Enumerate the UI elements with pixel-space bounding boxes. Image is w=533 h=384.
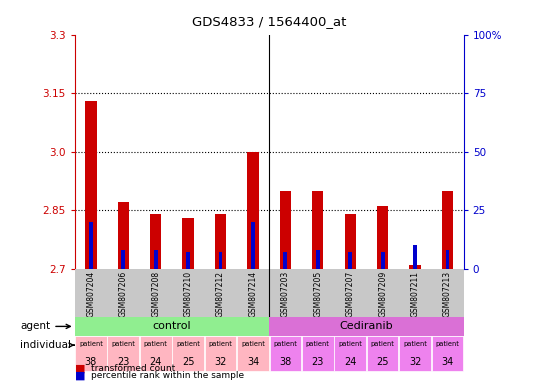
Text: GSM807208: GSM807208 [151, 271, 160, 317]
Text: 38: 38 [85, 357, 97, 367]
Text: patient: patient [435, 341, 459, 347]
Text: patient: patient [306, 341, 330, 347]
Bar [409, 265, 421, 269]
Text: 25: 25 [376, 357, 389, 367]
Text: 24: 24 [149, 357, 162, 367]
Text: agent: agent [20, 321, 70, 331]
Bar [312, 191, 324, 269]
Text: 34: 34 [441, 357, 454, 367]
Bar [446, 250, 449, 269]
Text: GSM807212: GSM807212 [216, 271, 225, 317]
Text: GSM807205: GSM807205 [313, 271, 322, 318]
Bar [399, 336, 431, 371]
Bar [172, 336, 204, 371]
Text: ■: ■ [75, 364, 85, 374]
Text: GSM807214: GSM807214 [248, 271, 257, 317]
Bar [284, 252, 287, 269]
Bar [186, 252, 190, 269]
Bar [182, 218, 194, 269]
Text: GSM807213: GSM807213 [443, 271, 452, 317]
Bar [85, 101, 96, 269]
Text: 24: 24 [344, 357, 357, 367]
Text: patient: patient [241, 341, 265, 347]
Bar [215, 214, 226, 269]
Bar [205, 336, 236, 371]
Bar [334, 336, 366, 371]
Text: ■: ■ [75, 371, 85, 381]
Bar [75, 317, 269, 336]
Text: GSM807206: GSM807206 [119, 271, 128, 318]
Text: GDS4833 / 1564400_at: GDS4833 / 1564400_at [192, 15, 346, 28]
Bar [377, 206, 389, 269]
Text: Cediranib: Cediranib [340, 321, 393, 331]
Bar [75, 336, 107, 371]
Bar [367, 336, 399, 371]
Bar [154, 250, 158, 269]
Text: patient: patient [403, 341, 427, 347]
Bar [316, 250, 320, 269]
Bar [432, 336, 463, 371]
Bar [122, 250, 125, 269]
Text: GSM807207: GSM807207 [346, 271, 355, 318]
Bar [247, 152, 259, 269]
Text: 25: 25 [182, 357, 195, 367]
Text: percentile rank within the sample: percentile rank within the sample [91, 371, 244, 380]
Bar [302, 336, 334, 371]
Bar [344, 214, 356, 269]
Text: 23: 23 [117, 357, 130, 367]
Text: GSM807210: GSM807210 [183, 271, 192, 317]
Text: patient: patient [111, 341, 135, 347]
Text: patient: patient [144, 341, 167, 347]
Text: patient: patient [371, 341, 394, 347]
Text: patient: patient [208, 341, 232, 347]
Bar [150, 214, 161, 269]
Text: transformed count: transformed count [91, 364, 175, 373]
Text: individual: individual [20, 340, 74, 350]
Bar [269, 317, 464, 336]
Bar [118, 202, 129, 269]
Text: patient: patient [176, 341, 200, 347]
Bar [237, 336, 269, 371]
Bar [251, 222, 255, 269]
Bar [348, 252, 352, 269]
Bar [413, 245, 417, 269]
Bar [89, 222, 93, 269]
Bar [108, 336, 139, 371]
Text: GSM807209: GSM807209 [378, 271, 387, 318]
Text: patient: patient [273, 341, 297, 347]
Text: GSM807204: GSM807204 [86, 271, 95, 318]
Text: GSM807203: GSM807203 [281, 271, 290, 318]
Bar [270, 336, 301, 371]
Bar [381, 252, 385, 269]
Text: control: control [152, 321, 191, 331]
Text: patient: patient [338, 341, 362, 347]
Bar [280, 191, 291, 269]
Text: patient: patient [79, 341, 103, 347]
Text: 32: 32 [409, 357, 421, 367]
Text: 34: 34 [247, 357, 259, 367]
Text: 23: 23 [312, 357, 324, 367]
Bar [442, 191, 453, 269]
Text: 32: 32 [214, 357, 227, 367]
Text: 38: 38 [279, 357, 292, 367]
Bar [219, 252, 222, 269]
Bar [140, 336, 172, 371]
Text: GSM807211: GSM807211 [410, 271, 419, 317]
